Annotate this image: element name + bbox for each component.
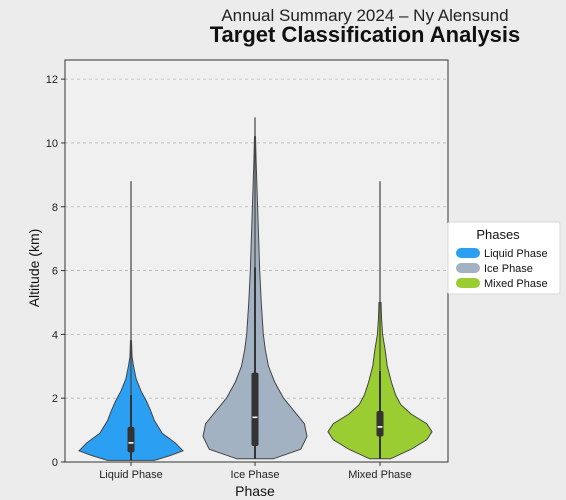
- y-tick-label: 2: [52, 393, 58, 405]
- x-tick-label: Mixed Phase: [348, 469, 412, 481]
- legend: Phases Liquid Phase Ice Phase Mixed Phase: [447, 221, 561, 295]
- legend-label-0: Liquid Phase: [484, 248, 548, 260]
- y-tick-label: 0: [52, 457, 58, 469]
- legend-swatch-1: [456, 263, 480, 273]
- y-tick-label: 4: [52, 329, 58, 341]
- legend-label-2: Mixed Phase: [484, 278, 548, 290]
- legend-title: Phases: [476, 227, 520, 242]
- legend-swatch-2: [456, 278, 480, 288]
- x-axis-label: Phase: [235, 483, 275, 499]
- y-tick-label: 6: [52, 266, 58, 278]
- chart-title: Annual Summary 2024 – Ny Alensund: [221, 6, 508, 25]
- x-tick-label: Liquid Phase: [99, 469, 163, 481]
- chart-subtitle: Target Classification Analysis: [210, 22, 521, 47]
- legend-swatch-0: [456, 248, 480, 258]
- y-tick-label: 8: [52, 202, 58, 214]
- x-tick-label: Ice Phase: [231, 469, 280, 481]
- y-tick-label: 12: [46, 74, 58, 86]
- y-axis-label: Altitude (km): [26, 229, 42, 308]
- iqr-box-2: [376, 410, 384, 437]
- iqr-box-1: [251, 372, 259, 447]
- legend-label-1: Ice Phase: [484, 263, 533, 275]
- iqr-box-0: [127, 426, 135, 453]
- plot-area: 0 2 4 6 8 10 12 Liquid Phase Ice Phase Mixed Phas…: [46, 59, 449, 481]
- y-tick-label: 10: [46, 138, 58, 150]
- legend-box: [447, 221, 561, 295]
